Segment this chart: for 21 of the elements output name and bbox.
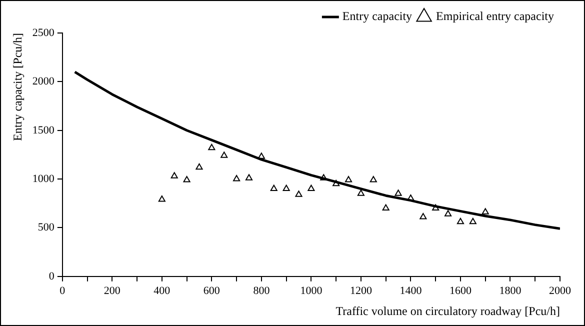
y-tick-label: 1000 <box>32 172 55 185</box>
x-tick-label: 1000 <box>300 284 323 297</box>
y-axis-title: Entry capacity [Pcu/h] <box>10 33 24 141</box>
x-tick-label: 200 <box>104 284 121 297</box>
x-tick-label: 800 <box>253 284 270 297</box>
y-tick-label: 2000 <box>32 76 55 88</box>
x-tick-label: 600 <box>203 284 220 297</box>
x-axis-title: Traffic volume on circulatory roadway [Pcu/h] <box>336 304 560 318</box>
y-tick-label: 0 <box>48 270 55 282</box>
y-tick-label: 500 <box>38 222 55 234</box>
x-tick-label: 400 <box>154 284 171 297</box>
x-tick-label: 1600 <box>449 284 472 297</box>
y-tick-label: 1500 <box>32 124 55 136</box>
legend-label: Empirical entry capacity <box>436 9 554 24</box>
x-tick-label: 1200 <box>350 284 372 297</box>
x-tick-label: 1400 <box>400 284 422 297</box>
x-tick-label: 0 <box>60 284 66 297</box>
y-tick-label: 2500 <box>32 26 55 39</box>
legend-label: Entry capacity <box>342 9 412 24</box>
x-tick-label: 2000 <box>549 284 572 297</box>
x-tick-label: 1800 <box>499 284 522 297</box>
